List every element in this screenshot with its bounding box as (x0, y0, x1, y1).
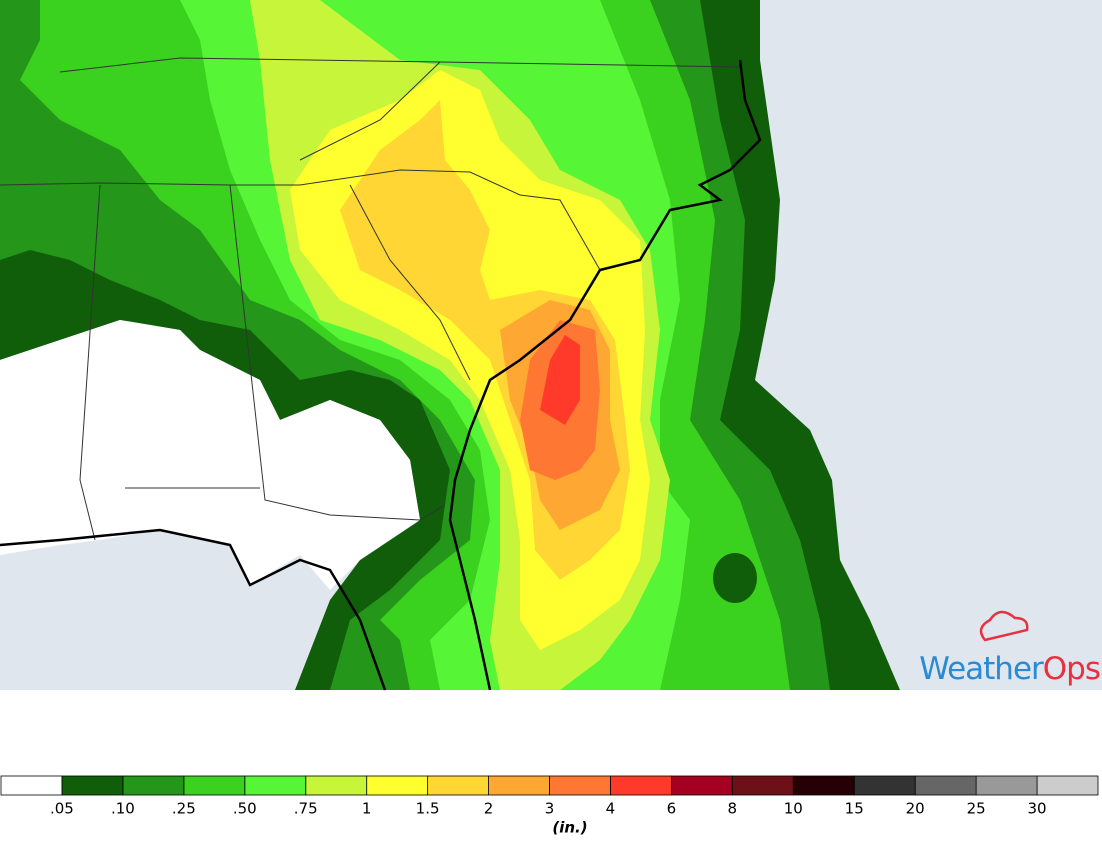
logo-part: Ops (1043, 651, 1100, 687)
coast (0, 528, 387, 691)
legend: 30 25 20 15 10 8 6 4 3 2 1.5 1 .75 .50 .25 .10 .05 (in.) (0, 775, 1099, 837)
legend-swatch (549, 775, 611, 796)
legend-swatch (244, 775, 307, 796)
legend-swatch (792, 775, 855, 796)
legend-swatch (975, 775, 1038, 796)
legend-swatch (731, 775, 794, 796)
logo-text: WeatherOps (919, 651, 1100, 687)
legend-swatch (61, 775, 124, 796)
border (229, 184, 446, 521)
border (79, 184, 101, 541)
legend-label: .25 (172, 800, 196, 818)
precip-area (713, 553, 757, 603)
coastline (0, 59, 762, 691)
map: WeatherOps (0, 0, 1102, 691)
legend-label: 3 (545, 800, 555, 818)
border (299, 61, 441, 161)
legend-label: 20 (906, 800, 925, 818)
dry-land (0, 320, 420, 590)
legend-swatch (305, 775, 368, 796)
border (0, 169, 601, 271)
state-borders (0, 57, 741, 541)
legend-swatch (1036, 775, 1099, 796)
logo-icon (979, 610, 1029, 642)
legend-label: 1.5 (416, 800, 440, 818)
precip-area (540, 335, 580, 425)
legend-label: 6 (667, 800, 677, 818)
legend-swatch (183, 775, 246, 796)
logo: WeatherOps (919, 610, 1101, 687)
legend-swatch (366, 775, 429, 796)
border (349, 184, 471, 381)
coast (448, 59, 762, 691)
legend-label: 2 (484, 800, 494, 818)
legend-label: .50 (233, 800, 257, 818)
legend-label: 1 (362, 800, 372, 818)
legend-label: .75 (294, 800, 318, 818)
legend-swatch (488, 775, 550, 796)
legend-swatch (853, 775, 916, 796)
legend-label: 15 (845, 800, 864, 818)
legend-swatch (427, 775, 489, 796)
legend-swatch (670, 775, 733, 796)
logo-part: Weather (919, 651, 1044, 687)
legend-label: 8 (728, 800, 738, 818)
legend-label: 30 (1028, 800, 1047, 818)
legend-swatch (914, 775, 977, 796)
legend-swatch (0, 775, 63, 796)
legend-label: 10 (784, 800, 803, 818)
legend-swatch (610, 775, 672, 796)
legend-label: .05 (50, 800, 74, 818)
legend-label: .10 (111, 800, 135, 818)
legend-swatch (122, 775, 185, 796)
border (59, 57, 741, 73)
legend-unit: (in.) (552, 819, 587, 837)
legend-label: 25 (967, 800, 986, 818)
legend-label: 4 (606, 800, 616, 818)
